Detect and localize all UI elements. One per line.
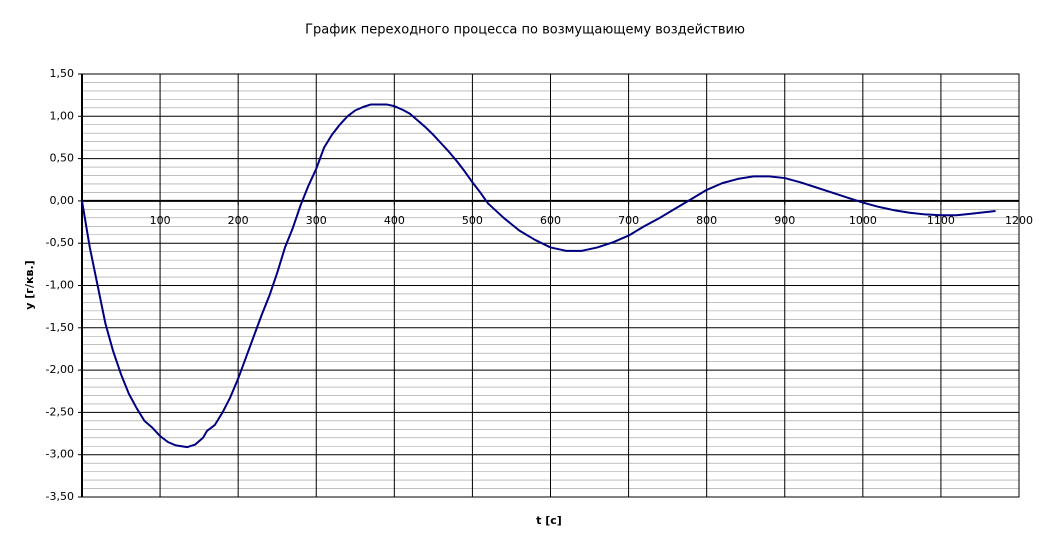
x-tick-label: 400	[384, 214, 405, 227]
y-axis-title: y [г/кв.]	[23, 260, 36, 309]
x-tick-label: 200	[228, 214, 249, 227]
y-tick-label: 0,50	[50, 152, 75, 165]
chart-title: График переходного процесса по возмущающ…	[305, 23, 745, 38]
y-tick-label: -1,50	[46, 321, 74, 334]
y-tick-label: 1,50	[50, 67, 75, 80]
y-tick-label: -3,50	[46, 490, 74, 503]
y-tick-label: -2,50	[46, 405, 74, 418]
x-tick-label: 500	[462, 214, 483, 227]
x-tick-label: 300	[306, 214, 327, 227]
x-tick-label: 1000	[849, 214, 877, 227]
x-axis-title: t [c]	[536, 514, 562, 527]
y-tick-label: -1,00	[46, 279, 74, 292]
x-tick-label: 700	[618, 214, 639, 227]
y-tick-label: 0,00	[50, 194, 75, 207]
y-tick-label: -3,00	[46, 448, 74, 461]
data-line	[81, 103, 996, 449]
x-tick-label: 1100	[927, 214, 955, 227]
x-tick-label: 100	[150, 214, 171, 227]
x-tick-label: 600	[540, 214, 561, 227]
y-tick-label: 1,00	[50, 109, 75, 122]
x-tick-label: 800	[696, 214, 717, 227]
x-tick-label: 900	[774, 214, 795, 227]
y-tick-label: -0,50	[46, 236, 74, 249]
y-tick-label: -2,00	[46, 363, 74, 376]
